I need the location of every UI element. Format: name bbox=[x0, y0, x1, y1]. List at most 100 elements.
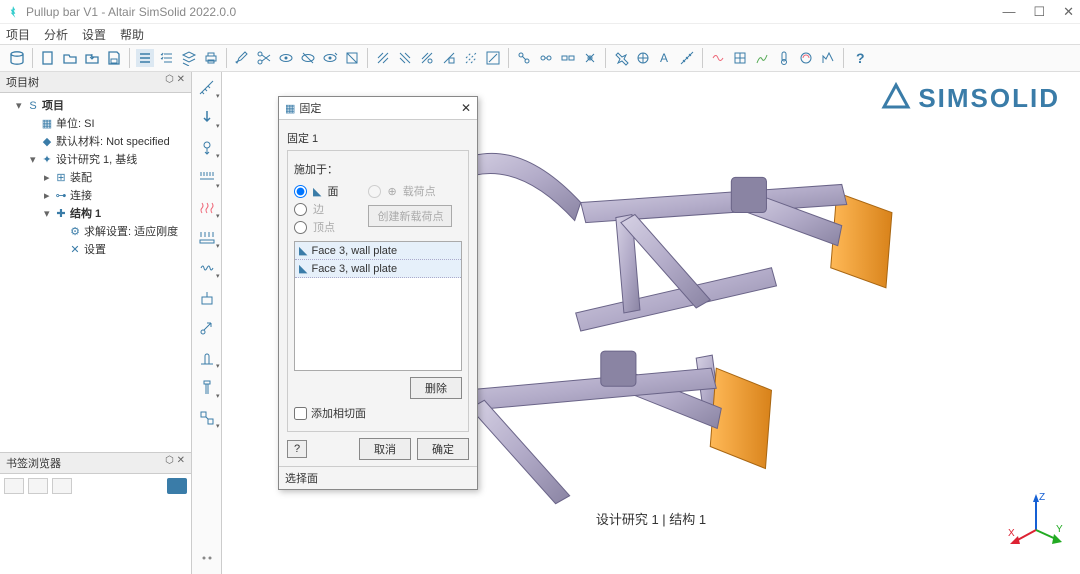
eye-icon[interactable] bbox=[277, 49, 295, 67]
hatch5-icon[interactable] bbox=[462, 49, 480, 67]
hatch2-icon[interactable] bbox=[396, 49, 414, 67]
tree-study[interactable]: 设计研究 1, 基线 bbox=[56, 154, 137, 166]
delete-button[interactable]: 删除 bbox=[410, 377, 462, 399]
vtb-gravity-icon[interactable]: ▾ bbox=[196, 138, 218, 158]
window-title: Pullup bar V1 - Altair SimSolid 2022.0.0 bbox=[26, 5, 1002, 19]
tree-material[interactable]: 默认材料: Not specified bbox=[56, 136, 170, 148]
viewport-label: 设计研究 1 | 结构 1 bbox=[596, 509, 706, 528]
tree-connection[interactable]: 连接 bbox=[70, 190, 92, 202]
layers-icon[interactable] bbox=[180, 49, 198, 67]
radio-loadpoint[interactable]: ⊕载荷点 bbox=[368, 183, 452, 199]
tree-assembly[interactable]: 装配 bbox=[70, 172, 92, 184]
thermal-icon[interactable] bbox=[775, 49, 793, 67]
measure-icon[interactable] bbox=[678, 49, 696, 67]
open-icon[interactable] bbox=[61, 49, 79, 67]
result5-icon[interactable] bbox=[797, 49, 815, 67]
camera-icon[interactable] bbox=[167, 478, 187, 494]
connect3-icon[interactable] bbox=[559, 49, 577, 67]
new-icon[interactable] bbox=[39, 49, 57, 67]
main-toolbar: A ? bbox=[0, 44, 1080, 72]
save-icon[interactable] bbox=[105, 49, 123, 67]
vtb-fixed-icon[interactable]: ▾ bbox=[196, 78, 218, 98]
dialog-titlebar[interactable]: ▦ 固定 ✕ bbox=[279, 97, 477, 120]
bookmark-btn-1[interactable] bbox=[4, 478, 24, 494]
bookmark-btn-3[interactable] bbox=[52, 478, 72, 494]
list-item: ◣Face 3, wall plate bbox=[295, 242, 461, 260]
eye-all-icon[interactable] bbox=[321, 49, 339, 67]
vtb-mass-icon[interactable] bbox=[196, 288, 218, 308]
dialog-name-label: 固定 1 bbox=[287, 130, 469, 146]
ok-button[interactable]: 确定 bbox=[417, 438, 469, 460]
tree-close-icon[interactable]: ✕ bbox=[177, 74, 185, 85]
tree-unit[interactable]: 单位: SI bbox=[56, 118, 95, 130]
tree-solve[interactable]: 求解设置: 适应刚度 bbox=[84, 226, 178, 238]
menu-help[interactable]: 帮助 bbox=[120, 26, 144, 43]
vtb-remote-icon[interactable] bbox=[196, 318, 218, 338]
pin-icon[interactable]: ⬡ bbox=[165, 74, 174, 85]
vtb-bolt-icon[interactable]: ▾ bbox=[196, 378, 218, 398]
list-icon[interactable] bbox=[136, 49, 154, 67]
result2-icon[interactable] bbox=[731, 49, 749, 67]
scissors-icon[interactable] bbox=[255, 49, 273, 67]
tool1-icon[interactable] bbox=[612, 49, 630, 67]
brush-icon[interactable] bbox=[233, 49, 251, 67]
menu-analysis[interactable]: 分析 bbox=[44, 26, 68, 43]
close-button[interactable]: ✕ bbox=[1063, 4, 1074, 20]
tree-settings[interactable]: 设置 bbox=[84, 244, 106, 256]
radio-face[interactable]: ◣面 bbox=[294, 183, 338, 199]
dialog-help-button[interactable]: ? bbox=[287, 440, 307, 458]
vtb-distload-icon[interactable]: ▾ bbox=[196, 228, 218, 248]
add-tangent-checkbox[interactable]: 添加相切面 bbox=[294, 405, 462, 421]
selection-list[interactable]: ◣Face 3, wall plate ◣Face 3, wall plate bbox=[294, 241, 462, 371]
hatch6-icon[interactable] bbox=[484, 49, 502, 67]
minimize-button[interactable]: — bbox=[1002, 4, 1015, 20]
struct-icon: ✚ bbox=[54, 205, 68, 223]
eye-hide-icon[interactable] bbox=[299, 49, 317, 67]
connect2-icon[interactable] bbox=[537, 49, 555, 67]
vtb-hinge-icon[interactable]: ▾ bbox=[196, 348, 218, 368]
project-tree[interactable]: ▾S项目 ▦单位: SI ◆默认材料: Not specified ▾✦设计研究… bbox=[0, 93, 191, 452]
dialog-title: 固定 bbox=[299, 100, 321, 116]
print-icon[interactable] bbox=[202, 49, 220, 67]
result3-icon[interactable] bbox=[753, 49, 771, 67]
menu-bar: 项目 分析 设置 帮助 bbox=[0, 24, 1080, 44]
radio-edge[interactable]: 边 bbox=[294, 201, 338, 217]
db-icon[interactable] bbox=[8, 49, 26, 67]
vtb-thermal-icon[interactable]: ▾ bbox=[196, 198, 218, 218]
dialog-close-icon[interactable]: ✕ bbox=[461, 101, 471, 115]
material-icon: ◆ bbox=[40, 133, 54, 151]
menu-project[interactable]: 项目 bbox=[6, 26, 30, 43]
checklist-icon[interactable] bbox=[158, 49, 176, 67]
help-icon[interactable]: ? bbox=[850, 49, 868, 67]
bookmark-btn-2[interactable] bbox=[28, 478, 48, 494]
connect4-icon[interactable] bbox=[581, 49, 599, 67]
bookmark-pin-icon[interactable]: ⬡ bbox=[165, 455, 174, 466]
vtb-connect-icon[interactable]: ▾ bbox=[196, 408, 218, 428]
vtb-divider bbox=[196, 548, 218, 568]
hatch1-icon[interactable] bbox=[374, 49, 392, 67]
cancel-button[interactable]: 取消 bbox=[359, 438, 411, 460]
connect1-icon[interactable] bbox=[515, 49, 533, 67]
tree-struct[interactable]: 结构 1 bbox=[70, 208, 101, 220]
hatch4-icon[interactable] bbox=[440, 49, 458, 67]
menu-settings[interactable]: 设置 bbox=[82, 26, 106, 43]
bookmark-close-icon[interactable]: ✕ bbox=[177, 455, 185, 466]
result1-icon[interactable] bbox=[709, 49, 727, 67]
bookmark-title: 书签浏览器 bbox=[6, 455, 61, 471]
svg-text:Z: Z bbox=[1039, 492, 1045, 503]
axis-triad[interactable]: Z X Y bbox=[1006, 490, 1066, 550]
create-loadpoint-button[interactable]: 创建新载荷点 bbox=[368, 205, 452, 227]
hatch3-icon[interactable] bbox=[418, 49, 436, 67]
radio-vertex[interactable]: 顶点 bbox=[294, 219, 338, 235]
hide-others-icon[interactable] bbox=[343, 49, 361, 67]
tool2-icon[interactable] bbox=[634, 49, 652, 67]
result6-icon[interactable] bbox=[819, 49, 837, 67]
bookmark-header: 书签浏览器 ⬡ ✕ bbox=[0, 453, 191, 474]
vtb-spring-icon[interactable]: ▾ bbox=[196, 258, 218, 278]
maximize-button[interactable]: ☐ bbox=[1033, 4, 1045, 20]
vtb-pressure-icon[interactable]: ▾ bbox=[196, 168, 218, 188]
import-icon[interactable] bbox=[83, 49, 101, 67]
text-icon[interactable]: A bbox=[656, 49, 674, 67]
tree-project[interactable]: 项目 bbox=[42, 100, 64, 112]
vtb-force-icon[interactable]: ▾ bbox=[196, 108, 218, 128]
